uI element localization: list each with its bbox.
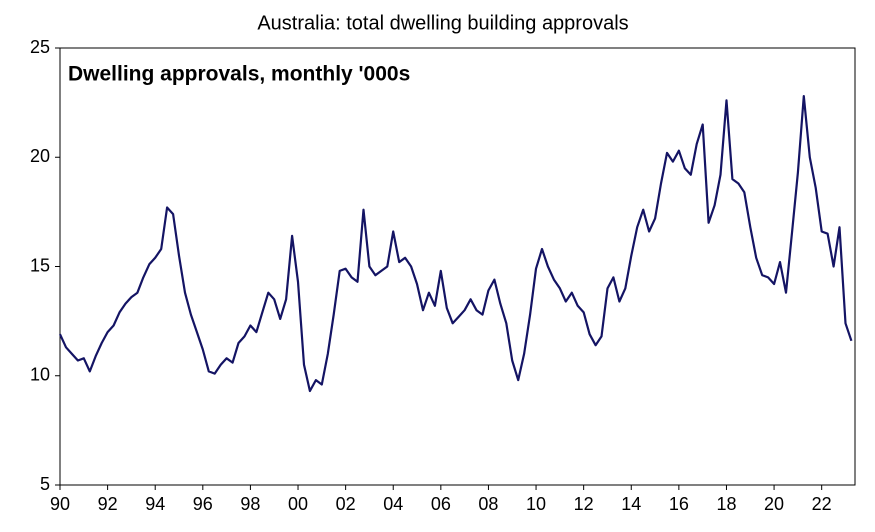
x-tick-label: 94 bbox=[145, 494, 165, 514]
x-tick-label: 20 bbox=[764, 494, 784, 514]
annotation: Dwelling approvals, monthly '000s bbox=[68, 63, 410, 86]
chart-title: Australia: total dwelling building appro… bbox=[257, 12, 628, 34]
plot-frame bbox=[59, 47, 856, 486]
x-tick-label: 22 bbox=[812, 494, 832, 514]
y-tick-label: 15 bbox=[30, 255, 50, 275]
y-tick-label: 5 bbox=[40, 474, 50, 494]
y-tick-label: 25 bbox=[30, 37, 50, 57]
x-tick-label: 10 bbox=[526, 494, 546, 514]
x-tick-label: 12 bbox=[574, 494, 594, 514]
x-tick-label: 08 bbox=[478, 494, 498, 514]
x-tick-label: 02 bbox=[336, 494, 356, 514]
x-tick-label: 06 bbox=[431, 494, 451, 514]
x-tick-label: 16 bbox=[669, 494, 689, 514]
data-line bbox=[58, 95, 853, 393]
x-tick-label: 14 bbox=[621, 494, 641, 514]
x-tick-label: 04 bbox=[383, 494, 403, 514]
x-tick-label: 90 bbox=[50, 494, 70, 514]
x-tick-label: 92 bbox=[98, 494, 118, 514]
x-tick-label: 00 bbox=[288, 494, 308, 514]
y-tick-label: 20 bbox=[30, 146, 50, 166]
x-tick-label: 18 bbox=[716, 494, 736, 514]
x-tick-label: 98 bbox=[240, 494, 260, 514]
y-tick-label: 10 bbox=[30, 365, 50, 385]
x-tick-label: 96 bbox=[193, 494, 213, 514]
